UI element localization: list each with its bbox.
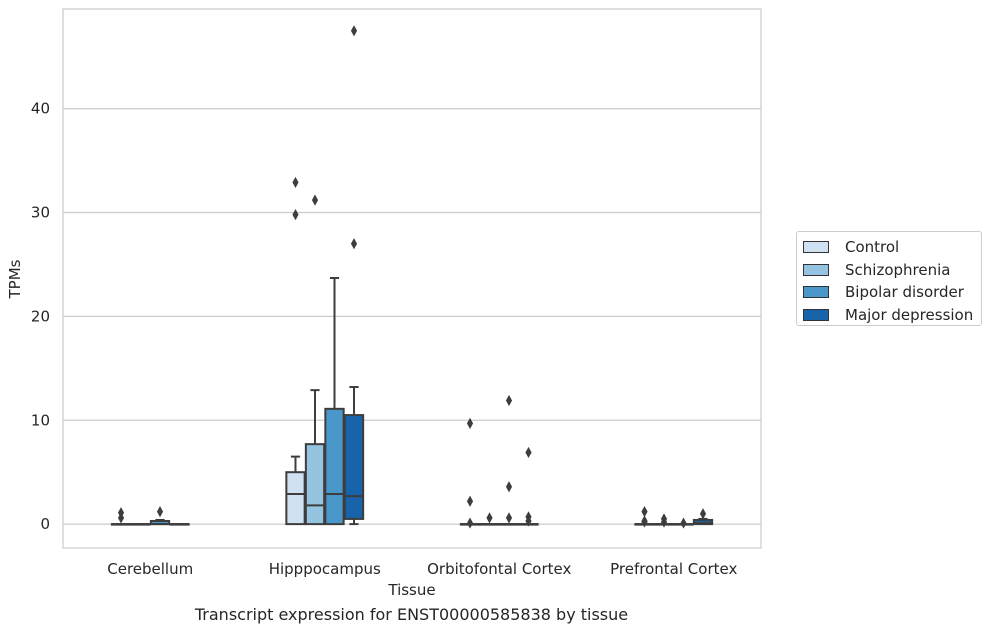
box-group [634, 506, 655, 528]
x-axis-label: Tissue [387, 581, 435, 599]
box [285, 471, 306, 526]
box-group [518, 446, 539, 527]
box-group [459, 417, 481, 529]
box [304, 443, 326, 526]
outlier-point [466, 517, 474, 529]
y-tick-label: 40 [31, 100, 50, 118]
legend-item: Bipolar disorder [797, 281, 981, 304]
y-tick-label: 10 [31, 411, 50, 429]
y-axis-ticks: 0 10 20 30 40 [31, 100, 50, 533]
outlier-point [525, 446, 532, 459]
legend-label: Control [845, 238, 900, 257]
outlier-point [117, 507, 125, 519]
outlier-point [486, 512, 493, 524]
box [692, 518, 714, 526]
legend-label: Schizophrenia [845, 260, 951, 279]
outlier-point [699, 508, 707, 520]
box-group [653, 513, 675, 528]
x-axis-ticks: Cerebellum Hipppocampus Orbitofontal Corte… [107, 560, 737, 578]
box-group [149, 506, 171, 526]
legend-item: Major depression [797, 304, 981, 327]
box-series [110, 25, 714, 529]
outlier-point [525, 511, 532, 523]
outlier-point [292, 176, 299, 189]
y-axis-label: TPMs [6, 259, 24, 299]
legend-label: Bipolar disorder [845, 283, 964, 302]
box-group [498, 394, 520, 526]
outlier-point [505, 481, 513, 493]
box-group [130, 523, 151, 526]
x-tick-label: Orbitofontal Cortex [427, 560, 571, 578]
box-group [285, 176, 306, 526]
box [324, 407, 345, 526]
outlier-point [311, 194, 319, 206]
legend-item: Schizophrenia [797, 259, 981, 282]
outlier-point [680, 517, 687, 529]
outlier-point [292, 209, 299, 221]
outlier-point [641, 515, 648, 527]
y-tick-label: 30 [31, 204, 50, 222]
box-group [324, 276, 345, 526]
outlier-point [350, 25, 358, 37]
box-group [479, 512, 500, 526]
legend-swatch [803, 286, 829, 299]
y-tick-label: 20 [31, 307, 50, 325]
box-group [110, 507, 132, 526]
outlier-point [350, 238, 358, 250]
plot-background [63, 9, 761, 548]
outlier-point [505, 512, 513, 524]
box [343, 414, 365, 520]
outlier-point [505, 394, 513, 407]
box-group [169, 523, 190, 526]
box-group [343, 25, 365, 526]
box-group [304, 194, 326, 526]
legend-label: Major depression [845, 305, 974, 324]
x-tick-label: Cerebellum [107, 560, 193, 578]
outlier-point [641, 506, 648, 518]
x-tick-label: Prefrontal Cortex [610, 560, 737, 578]
outlier-point [466, 495, 474, 507]
box-group [692, 508, 714, 526]
y-tick-label: 0 [40, 515, 50, 533]
legend-swatch [803, 263, 829, 276]
legend: Control Schizophrenia Bipolar disorder Majo… [796, 231, 982, 326]
x-tick-label: Hipppocampus [269, 560, 381, 578]
outlier-point [466, 417, 474, 429]
plot-frame [62, 8, 762, 549]
outlier-point [660, 513, 668, 525]
legend-item: Control [797, 236, 981, 259]
legend-swatch [803, 241, 829, 254]
box-group [673, 517, 694, 529]
legend-swatch [803, 308, 829, 321]
chart-caption: Transcript expression for ENST0000058583… [194, 605, 629, 624]
outlier-point [156, 506, 164, 518]
